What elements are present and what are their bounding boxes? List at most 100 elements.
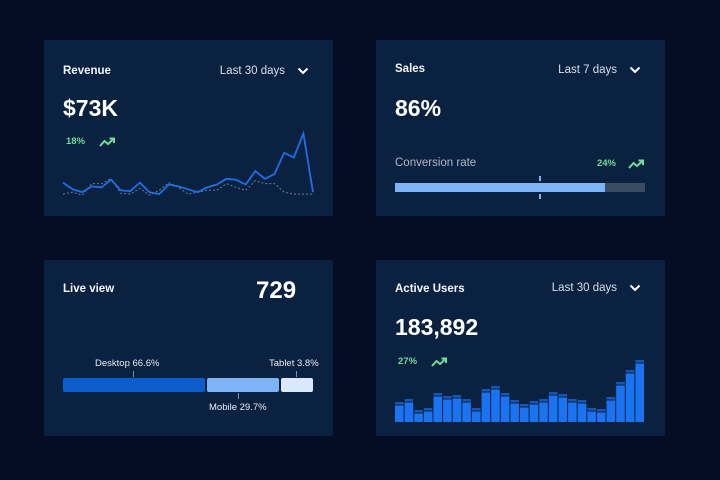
bar xyxy=(481,389,491,422)
bar xyxy=(520,404,529,422)
desktop-tick xyxy=(133,371,134,377)
bar-cap xyxy=(520,404,529,407)
bar xyxy=(616,382,625,422)
bar-body xyxy=(500,396,510,422)
bar-cap xyxy=(596,409,606,412)
live-view-card: Live view 729 Desktop 66.6% Tablet 3.8% … xyxy=(44,260,333,436)
bar xyxy=(558,394,568,422)
bar xyxy=(443,396,452,422)
revenue-value: $73K xyxy=(63,95,118,121)
bar xyxy=(596,409,606,422)
comparison-series-line xyxy=(62,178,313,196)
bar-cap xyxy=(452,395,462,398)
bar-body xyxy=(596,412,606,422)
bar-cap xyxy=(443,396,452,399)
trend-up-icon xyxy=(628,159,645,169)
bar-body xyxy=(443,399,452,422)
bar-body xyxy=(395,405,404,422)
sales-range-dropdown[interactable]: Last 7 days xyxy=(558,64,641,76)
bar-body xyxy=(471,411,481,422)
bar-cap xyxy=(510,400,519,403)
bar xyxy=(452,395,462,422)
active-users-value: 183,892 xyxy=(395,314,479,340)
bar-cap xyxy=(491,386,500,389)
desktop-segment[interactable] xyxy=(63,378,205,392)
revenue-change: 18% xyxy=(66,136,86,147)
mobile-segment[interactable] xyxy=(207,378,279,392)
tablet-tick xyxy=(296,371,297,377)
conversion-progress-fill xyxy=(395,183,605,192)
bar-cap xyxy=(404,399,414,402)
bar-body xyxy=(577,403,587,422)
bar-cap xyxy=(587,408,596,411)
bar-cap xyxy=(462,399,471,402)
revenue-line-chart xyxy=(62,130,314,196)
chevron-down-icon xyxy=(629,66,641,74)
bar-body xyxy=(568,402,577,422)
active-users-bar-chart xyxy=(395,360,644,422)
revenue-card: Revenue Last 30 days $73K 18% xyxy=(44,40,333,216)
bar xyxy=(529,401,539,422)
bar-cap xyxy=(529,401,539,404)
bar xyxy=(404,399,414,422)
bar-body xyxy=(606,400,616,422)
desktop-label: Desktop 66.6% xyxy=(95,358,160,369)
bar-cap xyxy=(414,410,423,413)
bar xyxy=(587,408,596,422)
active-users-title: Active Users xyxy=(395,283,465,295)
revenue-title: Revenue xyxy=(63,65,111,77)
bar xyxy=(395,402,404,422)
tablet-segment[interactable] xyxy=(281,378,313,392)
bar-body xyxy=(616,385,625,422)
bar-cap xyxy=(481,389,491,392)
users-change: 27% xyxy=(398,356,418,367)
bar-body xyxy=(510,403,519,422)
sales-range-label: Last 7 days xyxy=(558,64,617,76)
users-range-dropdown[interactable]: Last 30 days xyxy=(552,282,641,294)
bar-body xyxy=(520,407,529,422)
revenue-series-line xyxy=(62,130,314,196)
sales-value: 86% xyxy=(395,95,442,121)
bar xyxy=(577,400,587,422)
bar-body xyxy=(433,396,443,422)
bar xyxy=(635,360,644,422)
conversion-rate-label: Conversion rate xyxy=(395,157,477,169)
bar-body xyxy=(539,402,548,422)
tablet-label: Tablet 3.8% xyxy=(269,358,319,369)
revenue-range-label: Last 30 days xyxy=(219,65,285,77)
bar-body xyxy=(625,373,635,422)
bar-cap xyxy=(395,402,404,405)
bar-body xyxy=(481,392,491,422)
bar-body xyxy=(462,402,471,422)
bar-cap xyxy=(606,397,616,400)
bar-cap xyxy=(548,392,558,395)
bar xyxy=(500,393,510,422)
bar-cap xyxy=(433,393,443,396)
mobile-label: Mobile 29.7% xyxy=(209,402,267,413)
bar xyxy=(568,399,577,422)
bar-cap xyxy=(539,399,548,402)
bar xyxy=(433,393,443,422)
bar xyxy=(414,410,423,422)
revenue-range-dropdown[interactable]: Last 30 days xyxy=(220,65,309,77)
bar xyxy=(625,370,635,422)
live-view-value: 729 xyxy=(256,277,297,304)
bar-body xyxy=(558,397,568,422)
bar-cap xyxy=(635,360,644,363)
bar xyxy=(606,397,616,422)
bar-cap xyxy=(568,399,577,402)
bar-body xyxy=(587,411,596,422)
bar-cap xyxy=(625,370,635,373)
bar xyxy=(510,400,519,422)
bar-cap xyxy=(558,394,568,397)
bar-body xyxy=(548,395,558,422)
bar-cap xyxy=(616,382,625,385)
bar xyxy=(491,386,500,422)
bar xyxy=(471,408,481,422)
sales-title: Sales xyxy=(395,63,426,75)
bar-body xyxy=(491,389,500,422)
bar xyxy=(462,399,471,422)
mobile-tick xyxy=(238,393,239,399)
target-marker xyxy=(539,176,541,199)
bar-body xyxy=(423,411,433,422)
